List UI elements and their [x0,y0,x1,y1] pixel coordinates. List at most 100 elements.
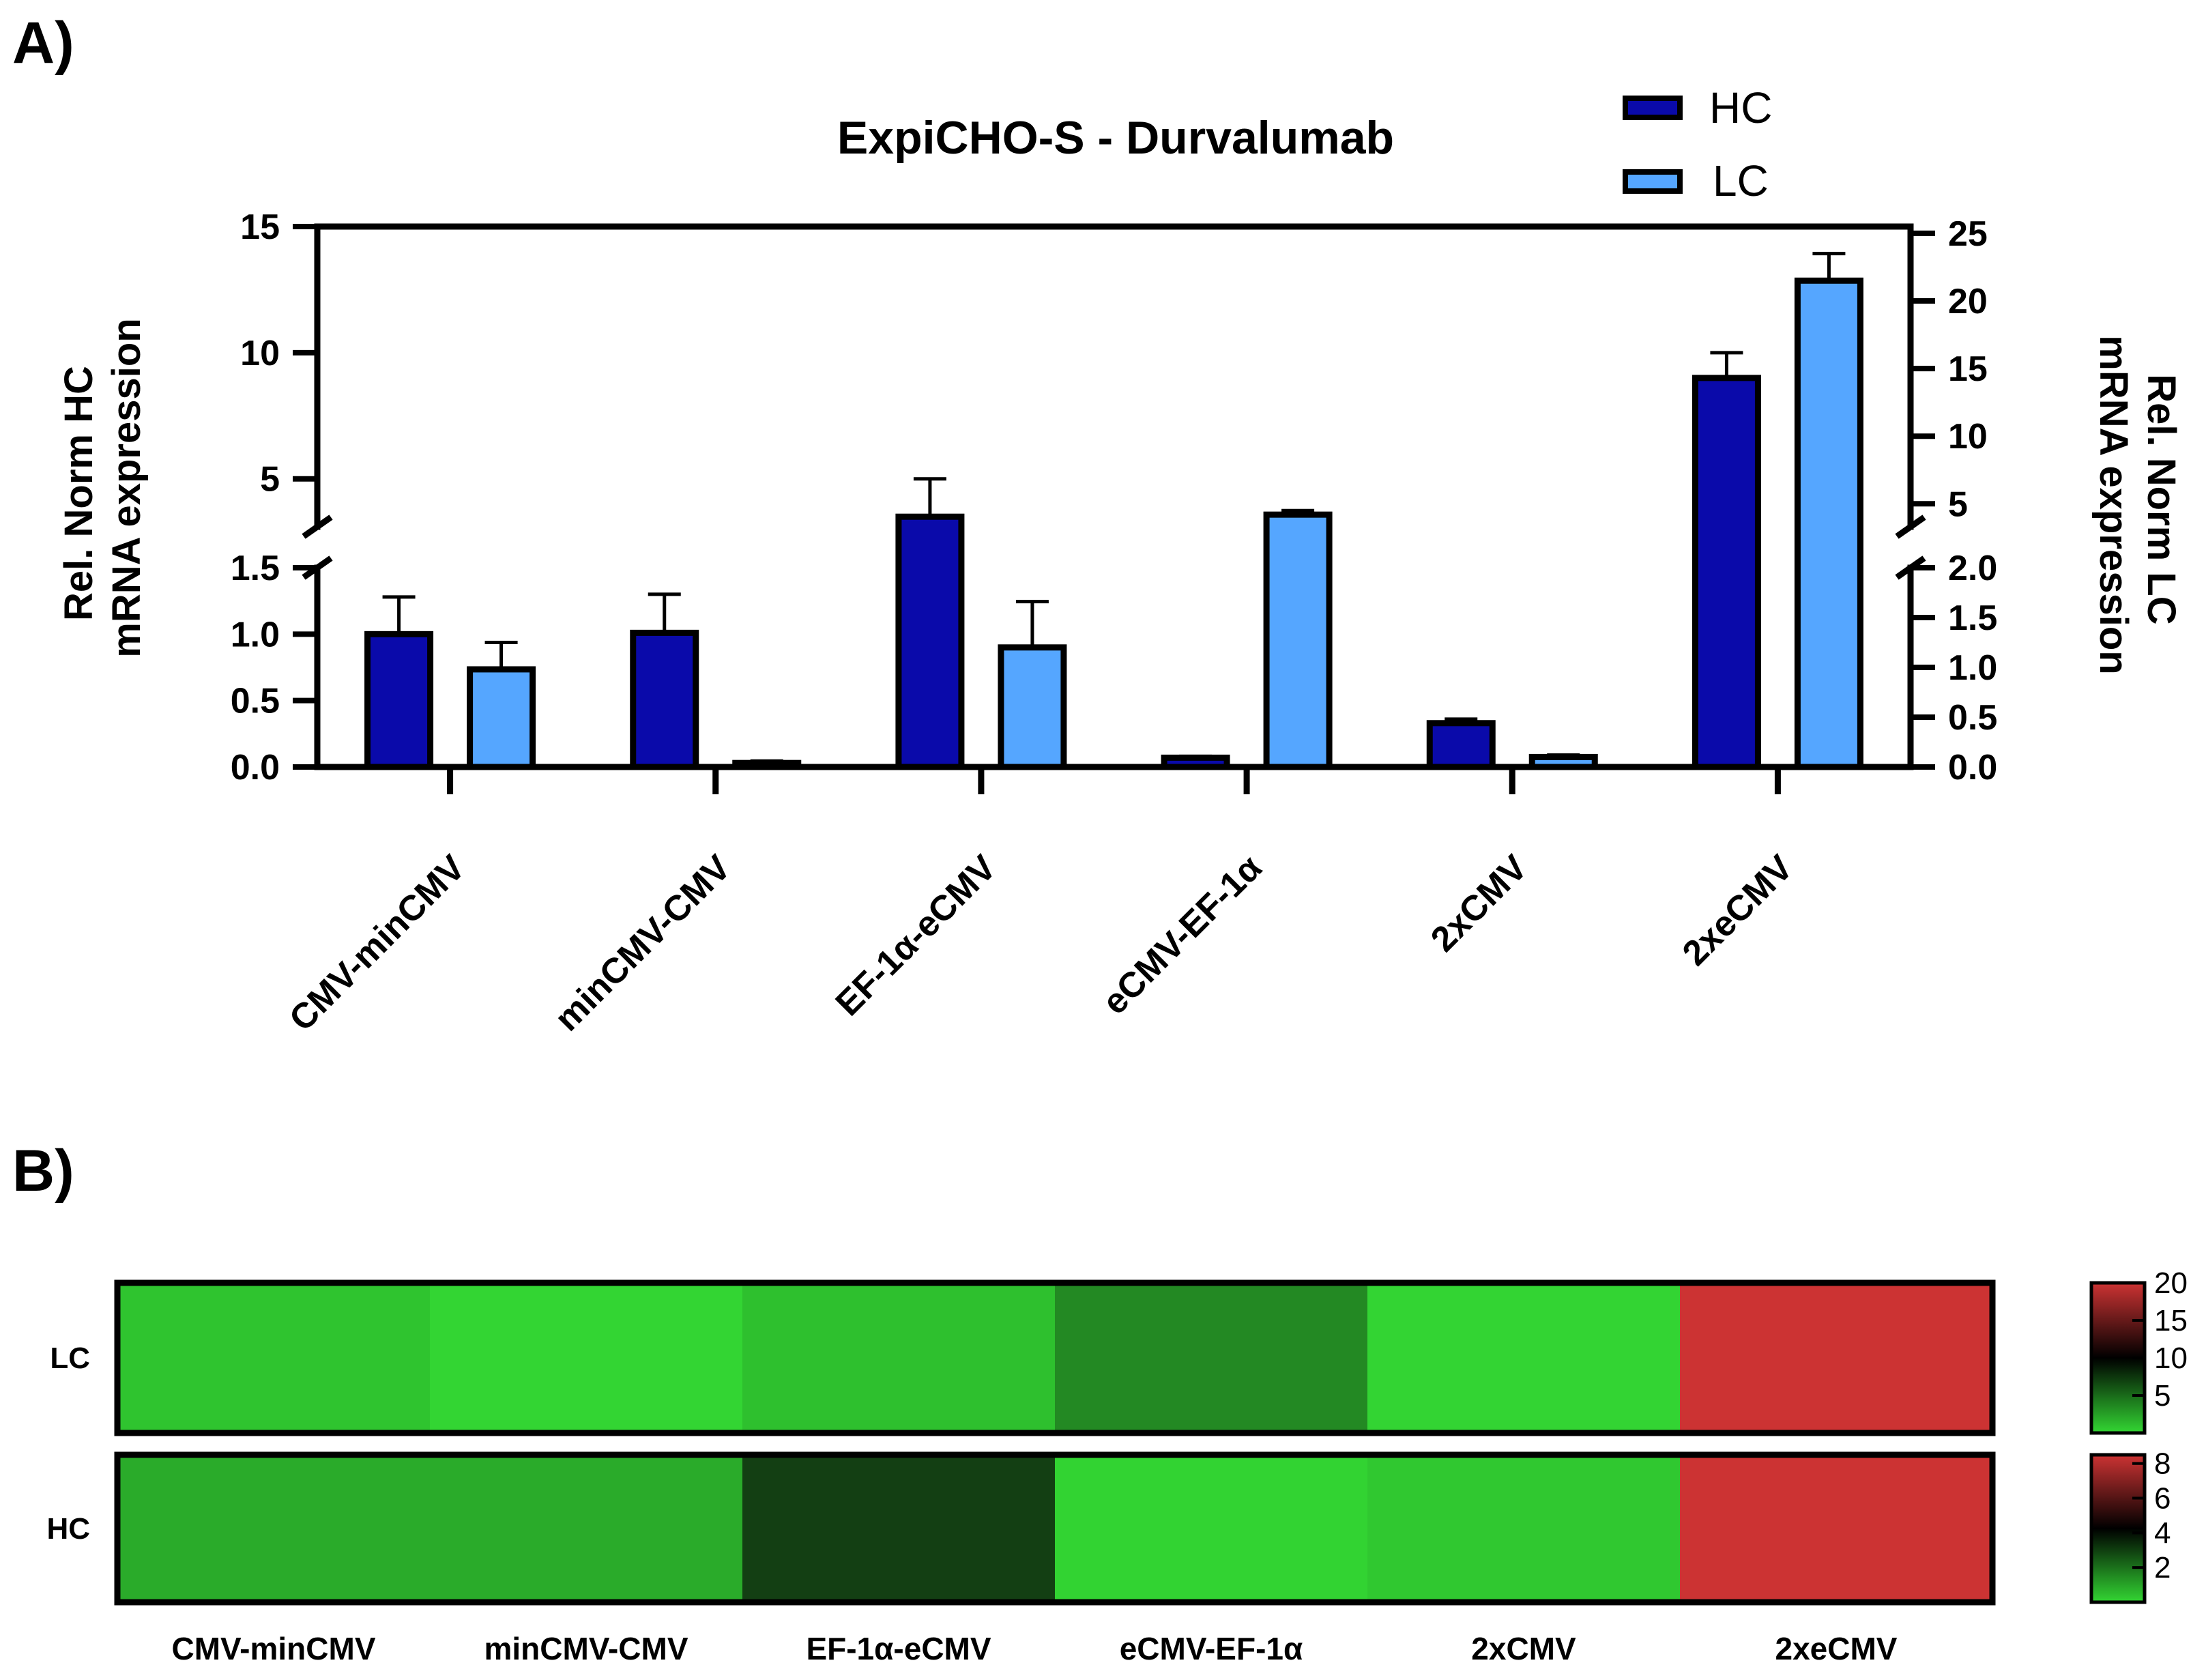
bars-layer [364,252,1863,770]
heatmap-cell-lc-cmv-mincmv [117,1283,431,1433]
heatmap-cell-lc-ecmv-ef-1 [1055,1283,1368,1433]
y-axis-right-title: Rel. Norm LC mRNA expression [2091,335,2183,674]
heatmap-row-label-lc: LC [50,1342,90,1375]
colorbar-tick-label: 5 [2154,1379,2171,1413]
x-tick-label-2xecmv: 2xeCMV [1675,848,1801,973]
heatmap-row-border [114,1451,1996,1606]
y-tick-label-right: 20 [1948,282,1988,321]
y-tick-label-left: 1.5 [231,549,280,588]
left-axis-break-mark [302,515,333,539]
bar-rect [630,629,699,770]
x-tick-label-ef-1-ecmv: EF-1α-eCMV [828,848,1004,1024]
legend-hc-label: HC [1709,83,1772,132]
axes-layer: 0.0 0.5 1.0 1.5 5 10 15 0.0 0.5 1.0 1.5 2.0 5 10 15 20 2… [231,207,1997,794]
x-tick-label-cmv-mincmv: CMV-minCMV [282,848,473,1039]
bar-rect [1794,277,1863,770]
y-tick-label-left: 1.0 [231,615,280,654]
colorbar-tick-label: 20 [2154,1266,2188,1300]
heatmap-cell-hc-cmv-mincmv [117,1455,431,1602]
bar-rect [895,513,965,770]
colorbar-tick-label: 10 [2154,1342,2188,1375]
heatmap-cell-hc-ef-1-ecmv [742,1455,1056,1602]
x-tick-label-2xcmv: 2xCMV [1423,848,1535,959]
y-tick-label-right: 1.0 [1948,648,1997,688]
y-tick-label-left: 10 [240,334,280,373]
y-tick-label-left: 0.5 [231,682,280,721]
heatmap-cell-lc-ef-1-ecmv [742,1283,1056,1433]
y-tick-label-right: 25 [1948,214,1988,254]
bar-lc-ef-1-ecmv [998,600,1067,770]
y-tick-label-right: 5 [1948,484,1968,524]
legend-lc-label: LC [1713,156,1769,205]
heatmap-column-label-cmv-mincmv: CMV-minCMV [172,1631,376,1666]
heatmap-column-label-mincmv-cmv: minCMV-CMV [484,1631,688,1666]
bar-lc-2xecmv [1794,252,1863,770]
y-tick-label-right: 10 [1948,417,1988,457]
colorbar-gradient [2089,1453,2147,1604]
bar-rect [1692,375,1761,770]
heatmap-cell-lc-2xecmv [1680,1283,1993,1433]
y-tick-label-left: 0.0 [231,748,280,787]
colorbar-tick-label: 8 [2154,1447,2171,1481]
bar-hc-2xcmv [1426,717,1496,770]
colorbar-tick-label: 4 [2154,1516,2171,1550]
y-tick-label-left: 15 [240,207,280,247]
category-labels: CMV-minCMV minCMV-CMV EF-1α-eCMV eCMV-EF-1α… [282,848,1801,1039]
legend: HC LC [1623,83,1772,205]
y-axis-left-title: Rel. Norm HC mRNA expression [57,318,149,657]
bar-rect [998,644,1067,770]
bar-chart: ExpiCHO-S - Durvalumab HC LC Rel. Norm H… [57,83,2183,1039]
heatmap-cell-hc-mincmv-cmv [430,1455,743,1602]
colorbar-gradient [2089,1281,2147,1435]
x-tick-label-mincmv-cmv: minCMV-CMV [547,848,738,1039]
heatmap: LC HC CMV-minCMV minCMV-CMV EF-1α-eCMV eCMV… [46,1266,2188,1666]
heatmap-cell-hc-2xcmv [1367,1455,1681,1602]
bar-rect [1263,511,1333,770]
panel-label-a: A) [12,10,74,76]
bar-rect [467,666,536,770]
heatmap-row-label-hc: HC [46,1512,90,1546]
bar-rect [1426,720,1496,770]
legend-lc-swatch [1623,169,1683,194]
panel-label-b: B) [12,1138,74,1204]
bar-hc-2xecmv [1692,351,1761,770]
colorbar-tick-label: 15 [2154,1304,2188,1337]
y-axis-left-title-line2: mRNA expression [104,318,149,657]
heatmap-cell-hc-ecmv-ef-1 [1055,1455,1368,1602]
bar-hc-cmv-mincmv [364,595,434,770]
bar-lc-cmv-mincmv [467,641,536,770]
heatmap-cell-lc-2xcmv [1367,1283,1681,1433]
bar-hc-ef-1-ecmv [895,477,965,770]
y-tick-label-right: 1.5 [1948,598,1997,638]
y-tick-label-right: 0.5 [1948,698,1997,738]
heatmap-column-label-ef-1-ecmv: EF-1α-eCMV [806,1631,991,1666]
y-tick-label-right: 0.0 [1948,748,1997,787]
y-axis-left-title-line1: Rel. Norm HC [57,366,101,621]
y-axis-right-title-line1: Rel. Norm LC [2139,374,2183,624]
legend-hc-swatch [1623,96,1683,120]
heatmap-column-labels: CMV-minCMV minCMV-CMV EF-1α-eCMV eCMV-EF-1α… [172,1631,1898,1666]
bar-rect [364,631,434,770]
colorbar-tick-label: 2 [2154,1551,2171,1584]
heatmap-cells [114,1279,1996,1606]
right-axis-break-mark [1895,515,1926,539]
bar-lc-ecmv-ef-1 [1263,508,1333,770]
heatmap-cell-lc-mincmv-cmv [430,1283,743,1433]
y-tick-label-left: 5 [260,460,280,499]
colorbar-lc: 20 15 10 5 [2089,1266,2188,1435]
heatmap-row-border [114,1279,1996,1436]
y-axis-right-title-line2: mRNA expression [2091,335,2136,674]
chart-title: ExpiCHO-S - Durvalumab [837,112,1394,164]
colorbar-tick-label: 6 [2154,1482,2171,1516]
bar-hc-mincmv-cmv [630,592,699,770]
y-tick-label-right: 15 [1948,349,1988,389]
heatmap-column-label-2xcmv: 2xCMV [1471,1631,1576,1666]
heatmap-column-label-ecmv-ef-1: eCMV-EF-1α [1120,1631,1303,1666]
x-tick-label-ecmv-ef-1: eCMV-EF-1α [1095,848,1270,1022]
heatmap-column-label-2xecmv: 2xeCMV [1775,1631,1898,1666]
heatmap-cell-hc-2xecmv [1680,1455,1993,1602]
y-tick-label-right: 2.0 [1948,549,1997,588]
